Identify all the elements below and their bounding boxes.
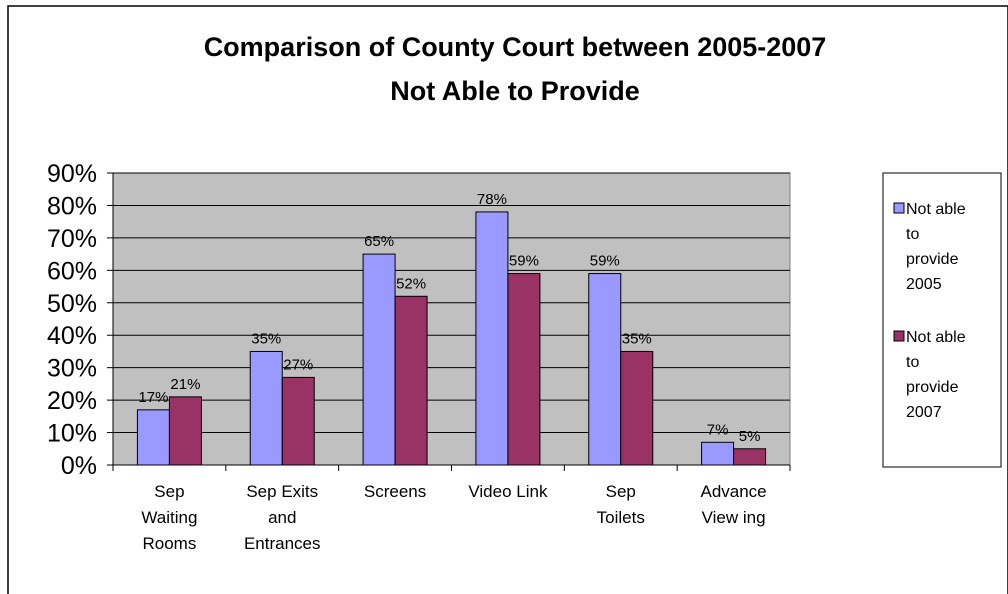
data-label: 5% [739, 428, 761, 445]
bar-2005 [136, 409, 170, 466]
data-label: 27% [283, 356, 313, 373]
x-tick-label: View ing [702, 508, 766, 527]
data-label: 78% [477, 191, 507, 208]
x-tick-label: Sep Exits [246, 482, 318, 501]
legend-swatch [893, 202, 905, 214]
bar-2007 [507, 273, 541, 466]
data-label: 7% [707, 421, 729, 438]
bar-2007 [620, 350, 654, 466]
plot-background [112, 172, 791, 466]
legend: Not able to provide 2005 Not able to provide 20… [882, 172, 1002, 468]
y-tick-label: 70% [47, 225, 97, 253]
chart-title: Comparison of County Court between 2005-… [204, 32, 827, 62]
legend-label: provide [906, 251, 959, 268]
data-label: 35% [622, 330, 652, 347]
x-tick-label: Toilets [597, 508, 645, 527]
x-tick-label: Advance [700, 482, 766, 501]
bar-2005 [249, 350, 283, 466]
bar-2007 [168, 396, 202, 466]
chart-subtitle: Not Able to Provide [390, 76, 640, 106]
bar-2005 [701, 441, 735, 466]
legend-label: provide [906, 379, 959, 396]
legend-swatch [893, 330, 905, 342]
bar-2005 [475, 211, 509, 466]
x-tick-label: Entrances [244, 534, 321, 553]
data-label: 59% [590, 253, 620, 270]
x-tick-label: Video Link [468, 482, 548, 501]
legend-label: 2007 [906, 404, 942, 421]
legend-box [882, 172, 1002, 468]
x-tick-label: and [268, 508, 296, 527]
legend-label: Not able [906, 201, 966, 218]
x-tick-label: Screens [364, 482, 426, 501]
x-tick-label: Rooms [142, 534, 196, 553]
y-tick-label: 80% [47, 192, 97, 220]
x-tick-label: Waiting [141, 508, 197, 527]
data-label: 65% [364, 233, 394, 250]
legend-label: Not able [906, 329, 966, 346]
data-label: 21% [170, 376, 200, 393]
y-tick-label: 60% [47, 257, 97, 285]
bar-2007 [733, 448, 767, 466]
y-tick-label: 90% [47, 160, 97, 188]
x-tick-label: Sep [606, 482, 636, 501]
y-tick-label: 30% [47, 355, 97, 383]
data-label: 17% [138, 389, 168, 406]
bar-2007 [394, 295, 428, 466]
data-label: 52% [396, 275, 426, 292]
y-tick-label: 50% [47, 290, 97, 318]
legend-label: to [906, 354, 919, 371]
bar-2007 [281, 376, 315, 466]
data-label: 59% [509, 253, 539, 270]
x-tick-label: Sep [154, 482, 184, 501]
plot-area: 0% 10% 20% 30% 40% 50% 60% 70% 80% 90% 17%21% Sep Wa… [47, 160, 791, 553]
bar-2005 [588, 273, 622, 466]
y-tick-label: 10% [47, 420, 97, 448]
y-tick-label: 20% [47, 387, 97, 415]
y-tick-label: 40% [47, 322, 97, 350]
y-tick-label: 0% [61, 452, 97, 480]
bar-2005 [362, 253, 396, 466]
data-label: 35% [251, 330, 281, 347]
legend-label: 2005 [906, 276, 942, 293]
legend-label: to [906, 226, 919, 243]
